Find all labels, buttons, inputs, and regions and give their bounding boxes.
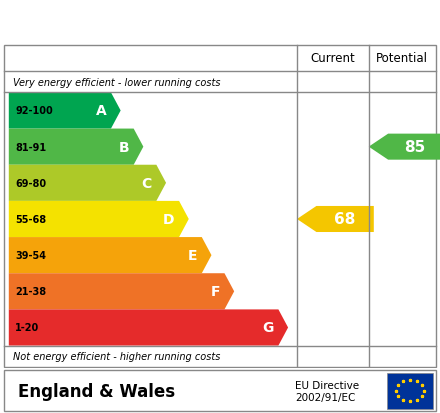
Text: B: B	[119, 140, 129, 154]
Polygon shape	[9, 202, 189, 237]
Text: Not energy efficient - higher running costs: Not energy efficient - higher running co…	[13, 351, 220, 361]
Polygon shape	[297, 206, 374, 233]
Text: 39-54: 39-54	[15, 251, 46, 261]
Text: 81-91: 81-91	[15, 142, 47, 152]
Text: 92-100: 92-100	[15, 106, 53, 116]
Text: 69-80: 69-80	[15, 178, 47, 188]
Polygon shape	[9, 237, 212, 273]
Text: 1-20: 1-20	[15, 323, 40, 333]
Text: F: F	[211, 285, 220, 299]
Bar	[387, 373, 433, 408]
Text: 55-68: 55-68	[15, 214, 47, 224]
Text: Potential: Potential	[376, 52, 428, 65]
Polygon shape	[369, 134, 440, 160]
Polygon shape	[9, 310, 288, 346]
Text: G: G	[263, 321, 274, 335]
Text: England & Wales: England & Wales	[18, 382, 175, 400]
Text: 68: 68	[334, 212, 356, 227]
Text: Energy Efficiency Rating: Energy Efficiency Rating	[11, 13, 299, 33]
Polygon shape	[9, 165, 166, 202]
Polygon shape	[9, 93, 121, 129]
Polygon shape	[9, 273, 234, 310]
Text: A: A	[96, 104, 106, 118]
Text: D: D	[163, 212, 175, 226]
Text: 2002/91/EC: 2002/91/EC	[295, 392, 355, 402]
Text: C: C	[142, 176, 152, 190]
Text: 85: 85	[404, 140, 425, 155]
Text: EU Directive: EU Directive	[295, 380, 359, 390]
Polygon shape	[9, 129, 143, 165]
Text: Very energy efficient - lower running costs: Very energy efficient - lower running co…	[13, 78, 221, 88]
Text: Current: Current	[311, 52, 355, 65]
Text: E: E	[188, 249, 198, 263]
Text: 21-38: 21-38	[15, 287, 47, 297]
